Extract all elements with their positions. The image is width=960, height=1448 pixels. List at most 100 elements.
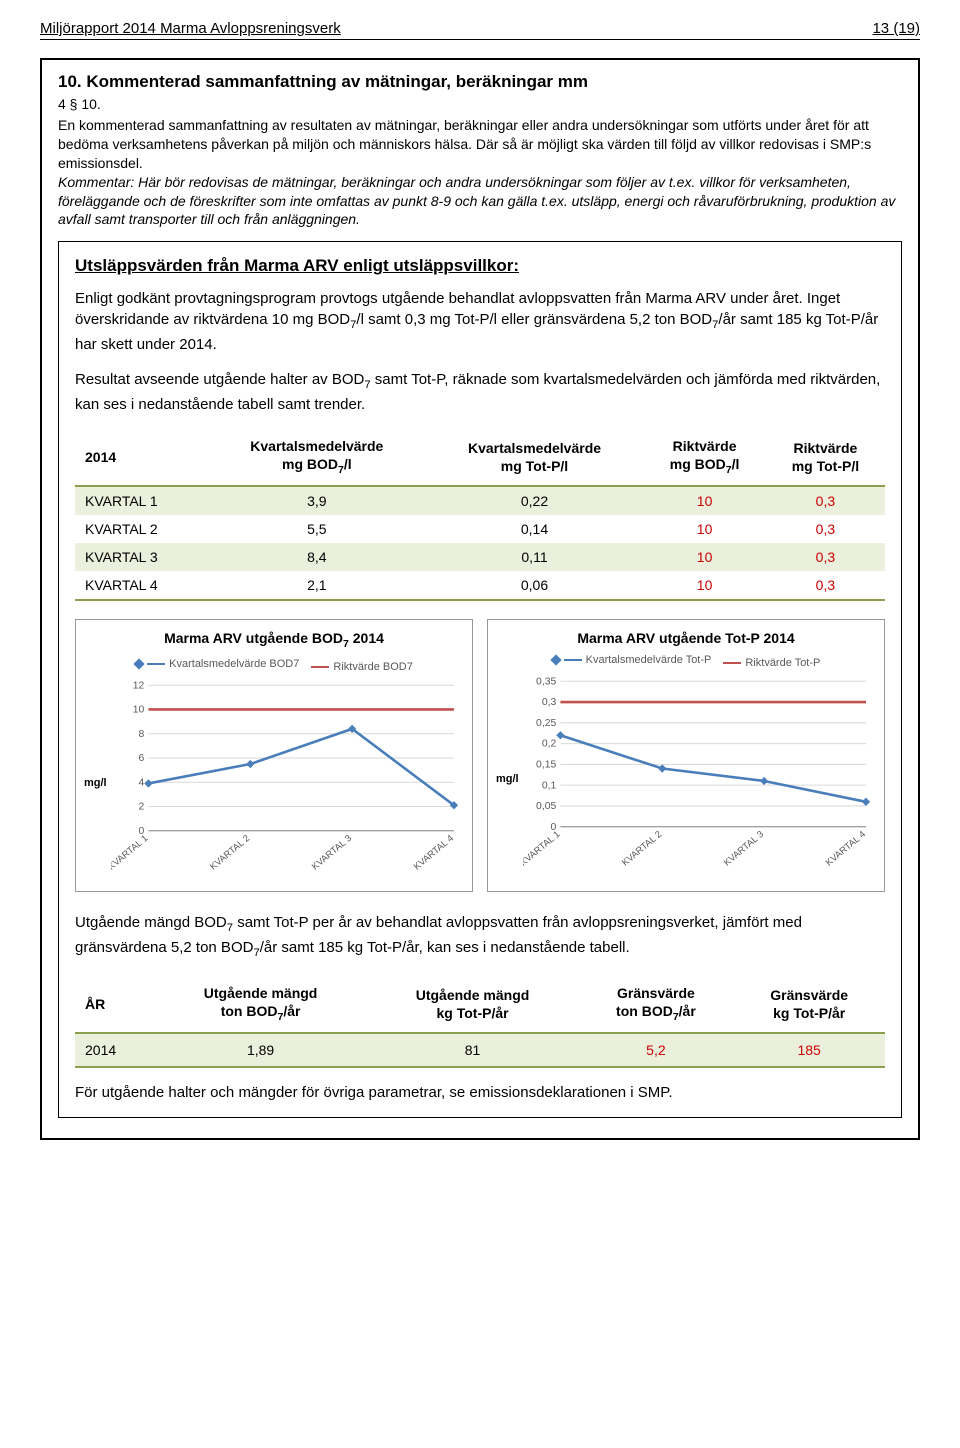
paragraph-3: Utgående mängd BOD7 samt Tot-P per år av… [75,912,885,962]
table-cell: 0,22 [426,486,644,515]
svg-text:8: 8 [138,729,144,740]
row-label: KVARTAL 1 [75,486,208,515]
svg-text:KVARTAL 1: KVARTAL 1 [523,829,562,868]
table-row: KVARTAL 13,90,22100,3 [75,486,885,515]
header-right: 13 (19) [872,20,920,37]
legend-item: Kvartalsmedelvärde BOD7 [135,658,299,670]
content-box: Utsläppsvärden från Marma ARV enligt uts… [58,241,902,1118]
series-medelvarde [148,729,454,805]
svg-text:KVARTAL 3: KVARTAL 3 [721,829,765,868]
svg-text:KVARTAL 1: KVARTAL 1 [111,833,150,872]
row-label: KVARTAL 3 [75,543,208,571]
table-cell: 0,3 [766,543,885,571]
svg-text:0,05: 0,05 [536,802,556,813]
data-marker [556,732,564,740]
svg-text:0,25: 0,25 [536,718,556,729]
table-column-header: Utgående mängdton BOD7/år [155,976,367,1034]
chart-bod7: Marma ARV utgående BOD7 2014 Kvartalsmede… [75,619,473,892]
intro-plain: En kommenterad sammanfattning av resulta… [58,117,871,171]
quarterly-table: 2014Kvartalsmedelvärdemg BOD7/lKvartalsm… [75,429,885,602]
svg-text:0,15: 0,15 [536,760,556,771]
table-cell: 10 [643,515,765,543]
table-cell: 0,3 [766,571,885,600]
svg-text:0,2: 0,2 [541,739,556,750]
svg-text:0,3: 0,3 [541,698,556,709]
table-cell: 0,11 [426,543,644,571]
table-cell: 3,9 [208,486,426,515]
table-cell: 2,1 [208,571,426,600]
svg-text:12: 12 [132,681,144,692]
data-marker [760,777,768,785]
yearly-table: ÅRUtgående mängdton BOD7/årUtgående mäng… [75,976,885,1069]
table-cell: 5,5 [208,515,426,543]
chart-ylabel: mg/l [496,773,519,785]
table-row: KVARTAL 42,10,06100,3 [75,571,885,600]
table-row: KVARTAL 38,40,11100,3 [75,543,885,571]
charts-row: Marma ARV utgående BOD7 2014 Kvartalsmede… [75,619,885,892]
table-cell: 10 [643,543,765,571]
chart-title: Marma ARV utgående Tot-P 2014 [496,630,876,646]
table-column-header: ÅR [75,976,155,1034]
table-cell: 10 [643,571,765,600]
table-cell: 0,14 [426,515,644,543]
legend-item: Riktvärde BOD7 [311,661,412,673]
row-label: KVARTAL 2 [75,515,208,543]
table-column-header: Utgående mängdkg Tot-P/år [367,976,579,1034]
table-cell: 81 [367,1033,579,1067]
table-cell: 0,3 [766,486,885,515]
header-left: Miljörapport 2014 Marma Avloppsreningsve… [40,20,341,37]
svg-text:0,1: 0,1 [541,781,556,792]
data-marker [861,798,869,806]
table-cell: 0,3 [766,515,885,543]
table-column-header: Riktvärdemg BOD7/l [643,429,765,487]
legend-item: Kvartalsmedelvärde Tot-P [552,654,712,666]
table-cell: 10 [643,486,765,515]
table-column-header: Gränsvärdekg Tot-P/år [733,976,885,1034]
chart-legend: Kvartalsmedelvärde BOD7 Riktvärde BOD7 [84,658,464,673]
page-header: Miljörapport 2014 Marma Avloppsreningsve… [40,20,920,40]
chart-ylabel: mg/l [84,777,107,789]
section-heading: 10. Kommenterad sammanfattning av mätnin… [58,72,902,92]
svg-text:10: 10 [132,705,144,716]
section-intro: En kommenterad sammanfattning av resulta… [58,116,902,229]
svg-text:KVARTAL 4: KVARTAL 4 [823,829,867,868]
table-column-header: Kvartalsmedelvärdemg BOD7/l [208,429,426,487]
data-marker [658,765,666,773]
svg-text:KVARTAL 2: KVARTAL 2 [620,829,664,868]
table-column-header: Riktvärdemg Tot-P/l [766,429,885,487]
svg-text:2: 2 [138,802,144,813]
table-column-header: Gränsvärdeton BOD7/år [579,976,734,1034]
table-cell: 1,89 [155,1033,367,1067]
svg-text:4: 4 [138,778,144,789]
paragraph-2: Resultat avseende utgående halter av BOD… [75,369,885,415]
table-row: KVARTAL 25,50,14100,3 [75,515,885,543]
legend-item: Riktvärde Tot-P [723,657,820,669]
data-marker [246,760,254,768]
chart-svg: 024681012KVARTAL 1KVARTAL 2KVARTAL 3KVAR… [111,679,464,887]
chart-legend: Kvartalsmedelvärde Tot-P Riktvärde Tot-P [496,654,876,669]
paragraph-1: Enligt godkänt provtagningsprogram provt… [75,288,885,355]
svg-text:KVARTAL 2: KVARTAL 2 [208,833,252,872]
final-paragraph: För utgående halter och mängder för övri… [75,1082,885,1103]
data-marker [144,780,152,788]
section-box: 10. Kommenterad sammanfattning av mätnin… [40,58,920,1140]
table-cell: 185 [733,1033,885,1067]
chart-totp: Marma ARV utgående Tot-P 2014 Kvartalsmed… [487,619,885,892]
intro-italic: Kommentar: Här bör redovisas de mätninga… [58,174,895,228]
content-heading: Utsläppsvärden från Marma ARV enligt uts… [75,256,885,276]
chart-title: Marma ARV utgående BOD7 2014 [84,630,464,650]
table-corner: 2014 [75,429,208,487]
svg-text:KVARTAL 4: KVARTAL 4 [411,833,455,872]
svg-text:0,35: 0,35 [536,677,556,688]
row-label: KVARTAL 4 [75,571,208,600]
law-reference: 4 § 10. [58,96,902,112]
svg-text:6: 6 [138,753,144,764]
series-medelvarde [560,736,866,803]
table-column-header: Kvartalsmedelvärdemg Tot-P/l [426,429,644,487]
table-cell: 0,06 [426,571,644,600]
table-cell: 8,4 [208,543,426,571]
table-cell: 2014 [75,1033,155,1067]
svg-text:KVARTAL 3: KVARTAL 3 [309,833,353,872]
table-cell: 5,2 [579,1033,734,1067]
chart-svg: 00,050,10,150,20,250,30,35KVARTAL 1KVART… [523,675,876,883]
